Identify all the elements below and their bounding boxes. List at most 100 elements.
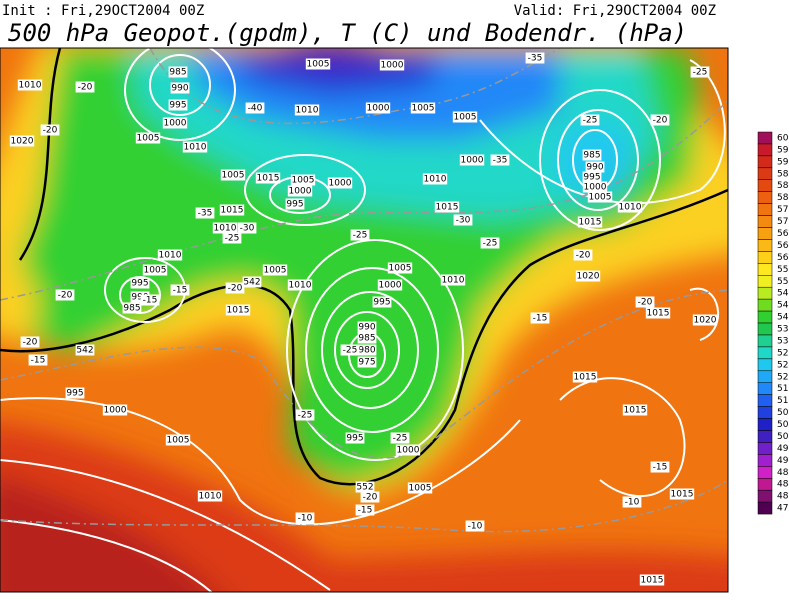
label-background bbox=[453, 214, 473, 226]
contour-label: -15 bbox=[533, 314, 548, 324]
label-background bbox=[290, 174, 316, 186]
contour-label: 995 bbox=[286, 200, 303, 210]
label-background bbox=[480, 237, 500, 249]
contour-label: 1000 bbox=[461, 156, 484, 166]
contour-label: 542 bbox=[76, 346, 93, 356]
label-background bbox=[255, 172, 281, 184]
contour-label: 1010 bbox=[442, 276, 465, 286]
label-background bbox=[345, 432, 365, 444]
colorbar-cell bbox=[757, 430, 773, 443]
colorbar-label: 488 bbox=[777, 468, 789, 478]
contour-labels: 1010 -20 985 990 995 1000 1005 1010 -40 1010 1005 1… bbox=[9, 52, 718, 586]
label-background bbox=[350, 229, 370, 241]
contour-label: 542 bbox=[243, 278, 260, 288]
colorbar-label: 560 bbox=[777, 253, 789, 263]
colorbar-cell bbox=[757, 478, 773, 491]
contour-label: 995 bbox=[346, 434, 363, 444]
colorbar-cell bbox=[757, 131, 773, 145]
label-background bbox=[669, 488, 695, 500]
colorbar-label: 600 bbox=[777, 133, 789, 143]
label-background bbox=[20, 336, 40, 348]
contour-label: 975 bbox=[358, 358, 375, 368]
colorbar-label: 552 bbox=[777, 277, 789, 287]
contour-label: 1010 bbox=[619, 203, 642, 213]
colorbar-label: 568 bbox=[777, 229, 789, 239]
temperature-field bbox=[0, 48, 728, 592]
label-background bbox=[440, 274, 466, 286]
colorbar-label: 528 bbox=[777, 348, 789, 358]
label-background bbox=[212, 222, 238, 234]
label-background bbox=[357, 356, 377, 368]
colorbar-label: 564 bbox=[777, 241, 789, 251]
colorbar-cell bbox=[757, 263, 773, 276]
contour-label: -20 bbox=[363, 493, 378, 503]
label-background bbox=[130, 277, 150, 289]
contour-label: -25 bbox=[483, 239, 498, 249]
isobars bbox=[0, 48, 726, 592]
label-background bbox=[360, 491, 380, 503]
contour-label: 1005 bbox=[137, 134, 160, 144]
label-background bbox=[65, 387, 85, 399]
colorbar-cell bbox=[757, 358, 773, 372]
label-background bbox=[245, 102, 265, 114]
label-background bbox=[340, 344, 360, 356]
contour-label: 990 bbox=[171, 84, 188, 94]
contour-label: -25 bbox=[353, 231, 368, 241]
contour-label: 1010 bbox=[199, 492, 222, 502]
colorbar-label: 520 bbox=[777, 372, 789, 382]
contour-label: 990 bbox=[586, 163, 603, 173]
label-background bbox=[140, 294, 160, 306]
label-background bbox=[377, 279, 403, 291]
colorbar-label: 492 bbox=[777, 456, 789, 466]
contour-label: 552 bbox=[356, 483, 373, 493]
colorbar-label: 580 bbox=[777, 193, 789, 203]
label-background bbox=[9, 135, 35, 147]
label-background bbox=[17, 79, 43, 91]
isotherms bbox=[0, 48, 728, 533]
label-background bbox=[622, 404, 648, 416]
contour-label: 1010 bbox=[159, 251, 182, 261]
colorbar-cell bbox=[757, 227, 773, 240]
label-background bbox=[287, 185, 313, 197]
label-background bbox=[635, 296, 655, 308]
colorbar-cell bbox=[757, 155, 773, 169]
colorbar-label: 556 bbox=[777, 265, 789, 275]
map: 1010 -20 985 990 995 1000 1005 1010 -40 1010 1005 1… bbox=[0, 48, 728, 592]
colorbar-label: 572 bbox=[777, 217, 789, 227]
colorbar-label: 544 bbox=[777, 301, 789, 311]
contour-label: 985 bbox=[123, 304, 140, 314]
colorbar-label: 588 bbox=[777, 169, 789, 179]
label-background bbox=[102, 404, 128, 416]
label-background bbox=[295, 409, 315, 421]
contour-label: 1000 bbox=[379, 281, 402, 291]
label-background bbox=[305, 58, 331, 70]
colorbar-cell bbox=[757, 406, 773, 419]
label-background bbox=[142, 264, 168, 276]
contour-label: 1015 bbox=[257, 174, 280, 184]
label-background bbox=[287, 279, 313, 291]
contour-label: 1000 bbox=[104, 406, 127, 416]
contour-label: 995 bbox=[131, 279, 148, 289]
contour-label: -15 bbox=[653, 463, 668, 473]
label-background bbox=[219, 204, 245, 216]
label-background bbox=[355, 504, 375, 516]
label-background bbox=[165, 434, 191, 446]
colorbar-cell bbox=[757, 298, 773, 312]
label-background bbox=[639, 574, 665, 586]
label-background bbox=[587, 191, 613, 203]
label-background bbox=[525, 52, 545, 64]
label-background bbox=[650, 114, 670, 126]
colorbar-cell bbox=[757, 286, 773, 300]
colorbar-label: 548 bbox=[777, 289, 789, 299]
colorbar-cell bbox=[757, 322, 773, 336]
contour-label: -40 bbox=[248, 104, 263, 114]
contour-label: -25 bbox=[343, 346, 358, 356]
label-background bbox=[530, 312, 550, 324]
contour-label: 1000 bbox=[289, 187, 312, 197]
colorbar-label: 576 bbox=[777, 205, 789, 215]
init-time: Init : Fri,29OCT2004 00Z bbox=[2, 3, 204, 19]
label-background bbox=[575, 270, 601, 282]
contour-label: 1005 bbox=[264, 266, 287, 276]
contour-label: -20 bbox=[228, 284, 243, 294]
